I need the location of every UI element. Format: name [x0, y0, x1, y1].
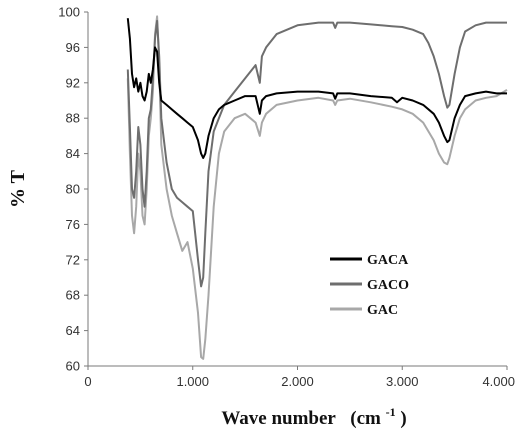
series-layer — [126, 15, 508, 360]
y-tick-label: 80 — [66, 182, 80, 197]
x-tick-label: 2.000 — [281, 374, 314, 389]
y-tick-label: 60 — [66, 359, 80, 374]
legend: GACA GACO GAC — [330, 253, 409, 318]
x-axis-title: Wave number (cm -1 ) — [221, 400, 406, 429]
x-axis-unit-close: ) — [400, 408, 406, 429]
ticks-layer: 60 64 68 72 76 80 84 88 92 96 100 0 1.000 2.000 3.000 4… — [58, 5, 515, 390]
series-line-gaca — [126, 18, 507, 159]
y-tick-label: 100 — [58, 5, 80, 20]
y-tick-label: 92 — [66, 75, 80, 90]
x-tick-label: 0 — [84, 374, 91, 389]
y-tick-label: 72 — [66, 252, 80, 267]
x-tick-label: 3.000 — [386, 374, 419, 389]
y-axis-title: % T — [7, 169, 29, 208]
y-tick-label: 96 — [66, 40, 80, 55]
legend-label-gac: GAC — [367, 303, 398, 318]
x-tick-label: 4.000 — [482, 374, 515, 389]
legend-label-gaco: GACO — [367, 278, 409, 293]
y-tick-label: 76 — [66, 217, 80, 232]
axes-layer — [87, 12, 507, 367]
y-tick-label: 84 — [66, 146, 80, 161]
legend-label-gaca: GACA — [367, 253, 409, 268]
y-tick-label: 88 — [66, 111, 80, 126]
series-line-gaco — [126, 19, 507, 288]
x-axis-unit-open: (cm — [350, 408, 381, 429]
series-line-gac — [126, 15, 508, 360]
x-axis-unit-sup: -1 — [386, 405, 396, 419]
x-tick-label: 1.000 — [176, 374, 209, 389]
x-axis-title-text: Wave number — [221, 408, 336, 429]
y-tick-label: 68 — [66, 288, 80, 303]
y-tick-label: 64 — [66, 323, 80, 338]
